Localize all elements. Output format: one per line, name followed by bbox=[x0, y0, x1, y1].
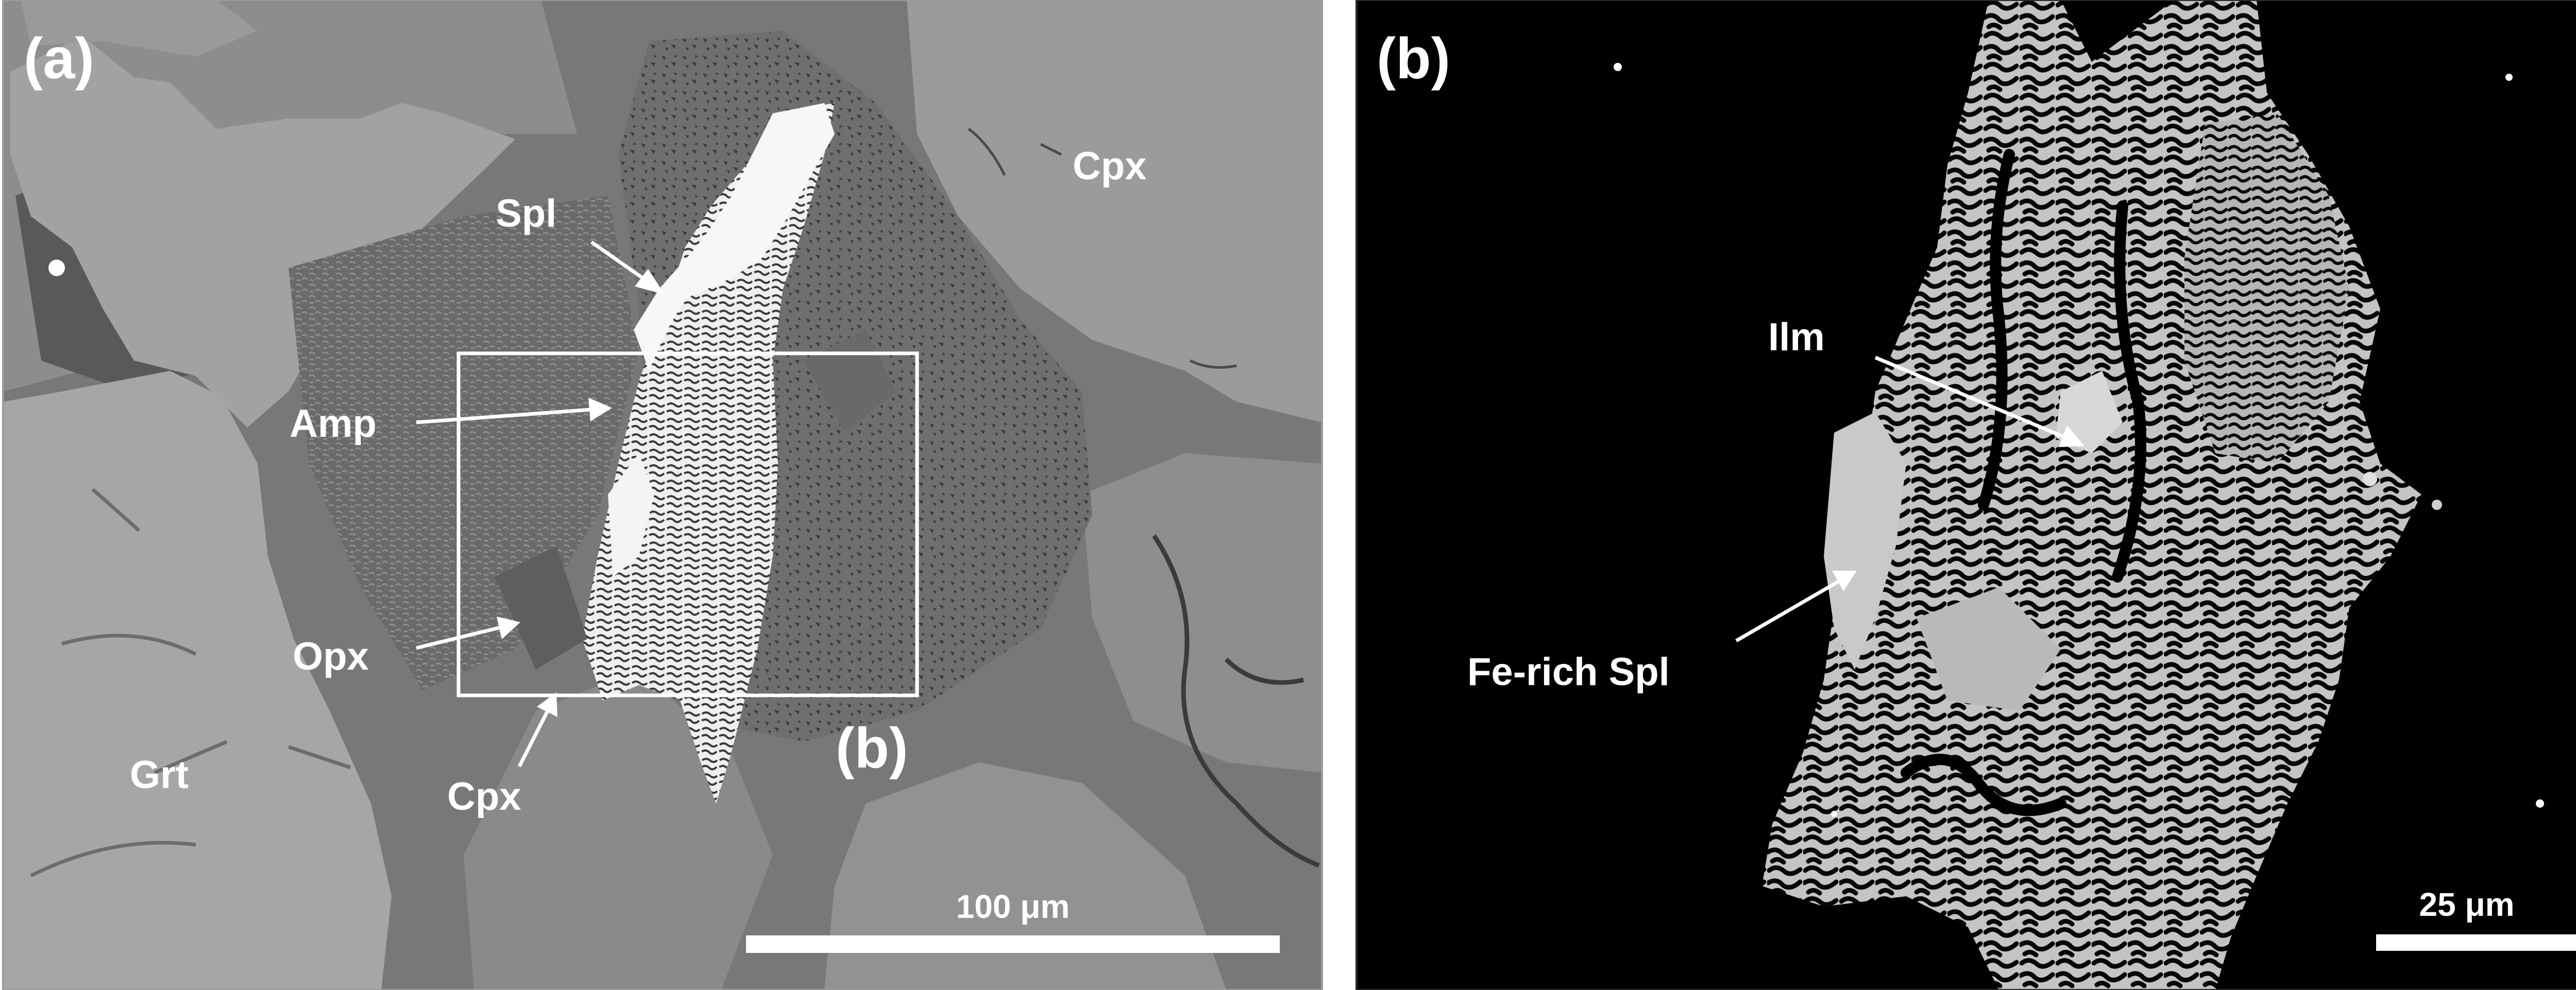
inset-box bbox=[456, 351, 919, 697]
label-amp: Amp bbox=[290, 402, 377, 446]
label-cpx-upper: Cpx bbox=[1073, 144, 1147, 188]
label-fe-rich-spl: Fe-rich Spl bbox=[1467, 650, 1670, 694]
panel-b-arrows bbox=[1735, 355, 2084, 643]
speck bbox=[2363, 472, 2377, 486]
spinel-grain bbox=[1917, 587, 2061, 711]
scale-bar-a-label: 100 μm bbox=[956, 888, 1070, 925]
dark-channels bbox=[1901, 149, 2146, 816]
inset-tag: (b) bbox=[836, 716, 908, 780]
scale-bar-b-label: 25 μm bbox=[2419, 886, 2514, 923]
veins bbox=[1152, 534, 1320, 868]
amp-grain bbox=[804, 330, 896, 433]
label-spl: Spl bbox=[496, 192, 556, 235]
cpx-grain-upper-right bbox=[907, 0, 1322, 422]
label-ilm: Ilm bbox=[1768, 315, 1825, 359]
garnet-grain-top bbox=[21, 0, 258, 57]
cpx-grain-right bbox=[1082, 453, 1322, 773]
scale-bar-b bbox=[2376, 934, 2576, 951]
speck bbox=[2505, 74, 2513, 81]
bright-speck bbox=[48, 260, 65, 276]
spinel-patch bbox=[634, 103, 835, 371]
scale-bar-a bbox=[746, 935, 1280, 953]
symplectite-core bbox=[582, 103, 835, 804]
panel-a-arrows bbox=[416, 241, 665, 767]
garnet-grain bbox=[3, 371, 392, 990]
label-opx: Opx bbox=[293, 635, 369, 678]
panel-b-image bbox=[1357, 0, 2576, 990]
panel-a-image bbox=[3, 0, 1322, 990]
fe-rich-spinel-rim bbox=[1824, 412, 1906, 670]
spinel-patch-2 bbox=[608, 453, 654, 577]
cpx-grain-bottom bbox=[824, 762, 1226, 990]
opx-grain bbox=[495, 546, 587, 670]
speck bbox=[1831, 811, 1837, 817]
panel-b-tag: (b) bbox=[1377, 26, 1450, 91]
panel-b-frame bbox=[1355, 0, 2576, 990]
garnet-cracks bbox=[30, 488, 351, 878]
label-grt: Grt bbox=[130, 753, 189, 797]
speck bbox=[1614, 63, 1622, 71]
label-cpx-lower: Cpx bbox=[447, 775, 521, 818]
pits bbox=[968, 128, 1237, 369]
speck bbox=[2536, 799, 2544, 808]
fine-symplectite bbox=[2184, 113, 2349, 464]
speck bbox=[2432, 500, 2442, 510]
panel-a-tag: (a) bbox=[24, 26, 94, 91]
panel-a-frame bbox=[2, 0, 1323, 990]
grain-bottom-center bbox=[464, 670, 773, 990]
garnet-grain-upper bbox=[10, 36, 515, 428]
